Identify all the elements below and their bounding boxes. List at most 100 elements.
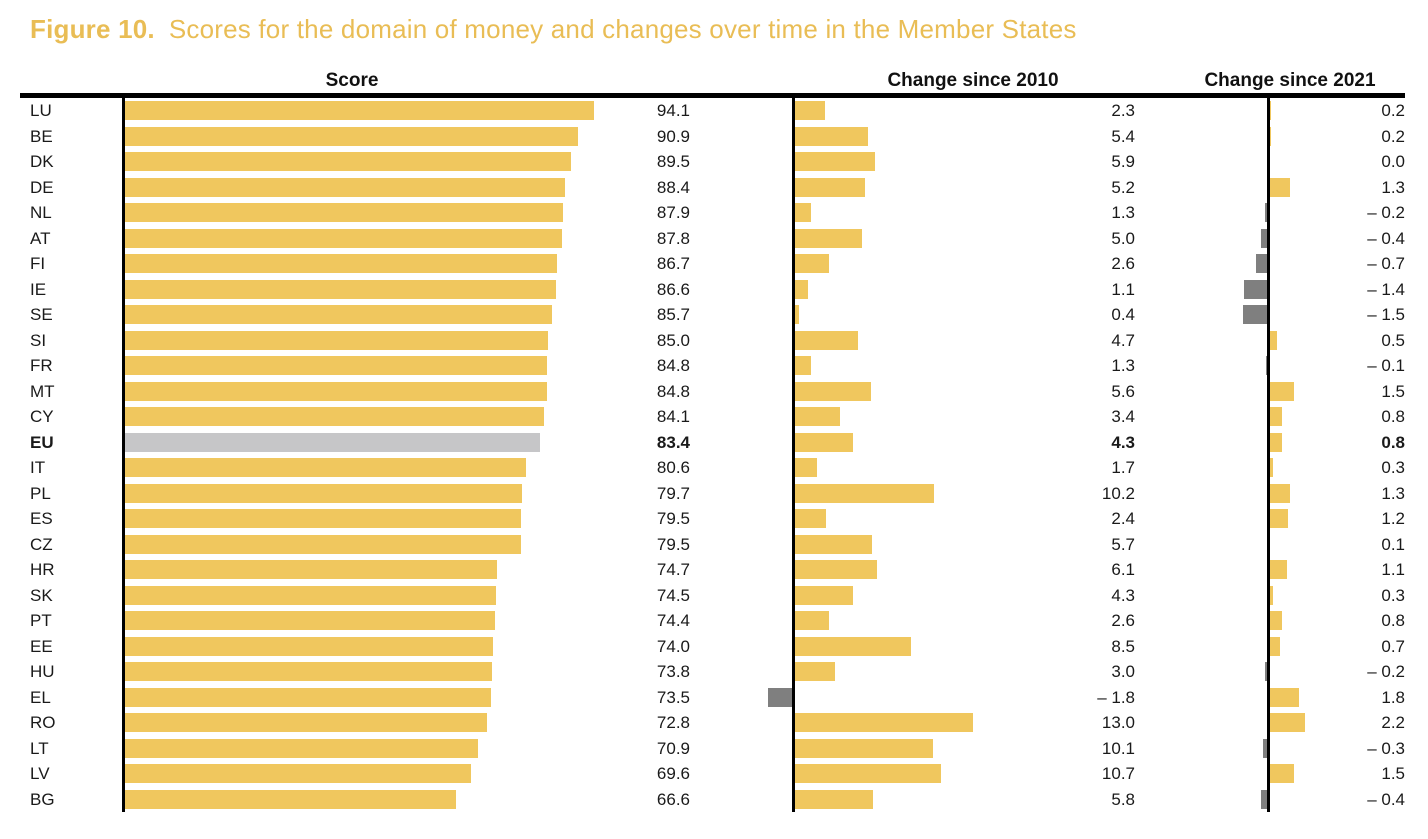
- country-label: EL: [30, 687, 51, 707]
- change-2010-bar: [793, 381, 871, 401]
- country-label: FI: [30, 254, 46, 273]
- change-2010-value: 6.1: [1111, 560, 1135, 579]
- change-2010-bar: [793, 458, 817, 477]
- score-bar: [123, 305, 552, 324]
- change-2010-value: 2.6: [1111, 611, 1135, 630]
- figure-title: Figure 10. Scores for the domain of money…: [30, 14, 1077, 45]
- change-2010-bar: [793, 330, 859, 350]
- change-2010-bar: [793, 509, 827, 528]
- score-value: 84.8: [656, 381, 690, 401]
- change-2021-bar: [1268, 381, 1294, 401]
- score-bar: [123, 662, 492, 681]
- country-label: HU: [30, 662, 55, 681]
- change-2010-value: – 1.8: [1097, 687, 1135, 707]
- change-2010-value: 5.7: [1111, 534, 1135, 554]
- chart-row-EE: EE 74.0 8.5 0.7: [0, 634, 1428, 660]
- change-2010-value: 4.7: [1111, 330, 1135, 350]
- change-2021-value: 1.2: [1381, 509, 1405, 528]
- score-value: 79.5: [656, 509, 690, 528]
- score-value: 86.6: [656, 279, 690, 299]
- change-2021-value: 1.3: [1381, 177, 1405, 197]
- change-2010-bar: [793, 432, 853, 452]
- change-2021-value: – 0.3: [1367, 738, 1405, 758]
- change-2010-value: 5.9: [1111, 152, 1135, 171]
- change-2021-value: 0.8: [1381, 407, 1405, 426]
- column-header-change-2010: Change since 2010: [887, 70, 1059, 91]
- score-bar: [123, 356, 547, 375]
- change-2021-value: 1.5: [1381, 381, 1405, 401]
- score-bar: [123, 458, 526, 477]
- score-bar: [123, 432, 540, 452]
- change-2021-bar: [1268, 407, 1282, 426]
- change-2010-bar: [793, 228, 863, 248]
- score-bar: [123, 254, 557, 273]
- score-value: 80.6: [656, 458, 690, 477]
- change-2021-value: 1.1: [1381, 560, 1405, 579]
- score-value: 86.7: [656, 254, 690, 273]
- change-2021-bar: [1268, 177, 1291, 197]
- chart-row-EU: EU 83.4 4.3 0.8: [0, 430, 1428, 456]
- score-value: 87.9: [656, 203, 690, 222]
- change-2010-bar: [793, 662, 835, 681]
- score-bar: [123, 560, 497, 579]
- change-2021-value: – 0.1: [1367, 356, 1405, 375]
- score-bar: [123, 126, 578, 146]
- change-2010-value: 4.3: [1111, 585, 1135, 605]
- change-2010-value: 0.4: [1111, 305, 1135, 324]
- column-header-change-2021: Change since 2021: [1204, 70, 1376, 91]
- change-2021-bar: [1268, 126, 1272, 146]
- column-header-score: Score: [325, 70, 379, 91]
- score-bar: [123, 330, 548, 350]
- chart-row-FR: FR 84.8 1.3 – 0.1: [0, 353, 1428, 379]
- change-2010-bar: [793, 585, 853, 605]
- change-2021-bar: [1268, 560, 1287, 579]
- score-value: 74.7: [656, 560, 690, 579]
- change-2010-value: 8.5: [1111, 636, 1135, 656]
- score-axis-line: [121, 98, 125, 812]
- chart-row-SE: SE 85.7 0.4 – 1.5: [0, 302, 1428, 328]
- change-2021-value: – 0.7: [1367, 254, 1405, 273]
- score-bar: [123, 152, 571, 171]
- change-2021-value: – 0.2: [1367, 203, 1405, 222]
- chart-row-EL: EL 73.5 – 1.8 1.8: [0, 685, 1428, 711]
- change-2021-bar: [1268, 483, 1291, 503]
- score-value: 89.5: [656, 152, 690, 171]
- change-2021-axis-line: [1266, 98, 1270, 812]
- country-label: AT: [30, 228, 51, 248]
- header-rule: [20, 93, 1405, 98]
- change-2010-value: 3.4: [1111, 407, 1135, 426]
- chart-row-FI: FI 86.7 2.6 – 0.7: [0, 251, 1428, 277]
- country-label: IT: [30, 458, 46, 477]
- score-bar: [123, 407, 544, 426]
- change-2010-value: 10.1: [1101, 738, 1135, 758]
- score-value: 88.4: [656, 177, 690, 197]
- score-value: 70.9: [656, 738, 690, 758]
- chart-row-DE: DE 88.4 5.2 1.3: [0, 175, 1428, 201]
- chart-row-PT: PT 74.4 2.6 0.8: [0, 608, 1428, 634]
- chart-row-BE: BE 90.9 5.4 0.2: [0, 124, 1428, 150]
- change-2010-value: 3.0: [1111, 662, 1135, 681]
- change-2021-bar: [1268, 458, 1274, 477]
- score-value: 87.8: [656, 228, 690, 248]
- country-label: BG: [30, 789, 55, 809]
- score-bar: [123, 738, 478, 758]
- score-bar: [123, 509, 521, 528]
- change-2021-value: 0.8: [1381, 432, 1405, 452]
- change-2021-bar: [1268, 432, 1282, 452]
- country-label: NL: [30, 203, 52, 222]
- figure-title-text: Scores for the domain of money and chang…: [168, 14, 1077, 44]
- change-2010-value: 5.8: [1111, 789, 1135, 809]
- country-label: ES: [30, 509, 53, 528]
- score-bar: [123, 101, 594, 120]
- change-2010-bar: [793, 101, 825, 120]
- chart-row-NL: NL 87.9 1.3 – 0.2: [0, 200, 1428, 226]
- score-value: 73.5: [656, 687, 690, 707]
- change-2021-value: 1.8: [1381, 687, 1405, 707]
- change-2021-value: 0.5: [1381, 330, 1405, 350]
- change-2021-bar: [1244, 279, 1268, 299]
- country-label: LT: [30, 738, 49, 758]
- change-2021-bar: [1268, 636, 1280, 656]
- change-2021-value: – 0.4: [1367, 228, 1405, 248]
- change-2010-bar: [793, 152, 875, 171]
- chart-row-LV: LV 69.6 10.7 1.5: [0, 761, 1428, 787]
